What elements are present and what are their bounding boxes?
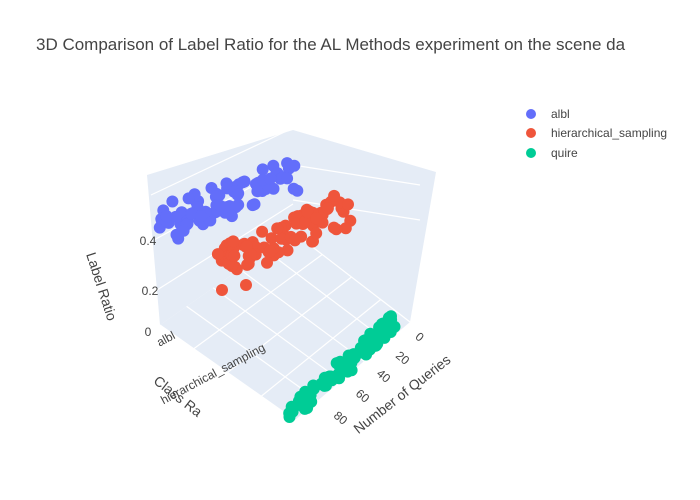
legend-label-hierarchical-sampling: hierarchical_sampling [551,126,667,140]
albl-point [177,224,190,237]
x-tick-4: 80 [331,408,350,428]
x-tick-0: 0 [413,329,427,344]
hierarchical-sampling-point [271,222,284,235]
albl-point [160,210,173,223]
hierarchical-sampling-point [240,240,253,253]
quire-point [354,341,367,354]
albl-point [287,182,300,195]
hierarchical-sampling-point [275,232,288,245]
back-pane-right [293,130,436,322]
legend-label-quire: quire [551,146,578,160]
hierarchical-sampling-point [256,225,269,238]
hierarchical-sampling-point [328,189,341,202]
hierarchical-sampling-point [321,202,334,215]
quire-point [286,405,299,418]
grid-z-right-1 [292,164,421,186]
hierarchical-sampling-point [310,212,323,225]
legend-marker-albl [526,109,536,119]
albl-point [195,210,207,223]
quire-point [365,332,378,345]
grid-floor-y-1 [193,254,323,350]
hierarchical-sampling-point [227,235,240,248]
hierarchical-sampling-point [281,244,294,257]
grid-floor-y-3 [260,299,382,397]
chart-title: 3D Comparison of Label Ratio for the AL … [36,35,626,54]
albl-point [256,163,269,176]
grid-z-right-0 [292,199,421,221]
grid-floor-y-2 [227,276,352,373]
z-tick-2: 0.4 [140,234,157,248]
albl-point [251,185,264,198]
x-tick-2: 40 [374,366,393,386]
hierarchical-sampling-point [264,245,277,258]
hierarchical-sampling-point [240,279,252,291]
legend: albl hierarchical_sampling quire [526,107,667,160]
x-tick-3: 60 [353,386,372,406]
quire-point [388,320,401,333]
albl-point [264,172,277,185]
hierarchical-sampling-point [216,284,228,296]
hierarchical-sampling-point [261,256,273,269]
legend-label-albl: albl [551,107,570,121]
hierarchical-sampling-point [265,232,278,245]
quire-point [345,364,358,377]
legend-item-hierarchical-sampling[interactable]: hierarchical_sampling [526,126,667,140]
albl-point [220,177,233,190]
x-tick-1: 20 [393,348,412,368]
legend-marker-quire [526,148,536,158]
z-axis-title: Label Ratio [83,250,120,323]
hierarchical-sampling-point [242,257,255,270]
albl-point [209,190,222,203]
hierarchical-sampling-point [310,227,323,240]
z-tick-0: 0 [145,325,152,339]
legend-item-quire[interactable]: quire [526,146,578,160]
quire-point [332,368,345,381]
z-axis-ticks: 0 0.2 0.4 [140,234,159,339]
albl-point [281,172,294,185]
albl-point [166,195,179,208]
data-markers [153,157,401,423]
legend-marker-hierarchical-sampling [526,128,536,138]
legend-item-albl[interactable]: albl [526,107,570,121]
grid-z-left-2 [150,127,294,196]
quire-point [307,382,320,395]
quire-point [376,324,388,337]
quire-point [302,393,315,406]
quire-point [318,371,331,384]
hierarchical-sampling-point [342,198,354,211]
albl-point [236,176,249,189]
albl-point [214,199,226,212]
hierarchical-sampling-point [339,222,352,235]
hierarchical-sampling-point [301,206,314,219]
hierarchical-sampling-point [288,234,301,247]
z-tick-1: 0.2 [142,284,159,298]
hierarchical-sampling-point [228,249,241,262]
albl-point [182,192,195,205]
hierarchical-sampling-point [327,221,340,234]
albl-point [248,198,261,211]
albl-point [281,157,294,170]
albl-point [231,188,244,201]
hierarchical-sampling-point [211,248,224,261]
